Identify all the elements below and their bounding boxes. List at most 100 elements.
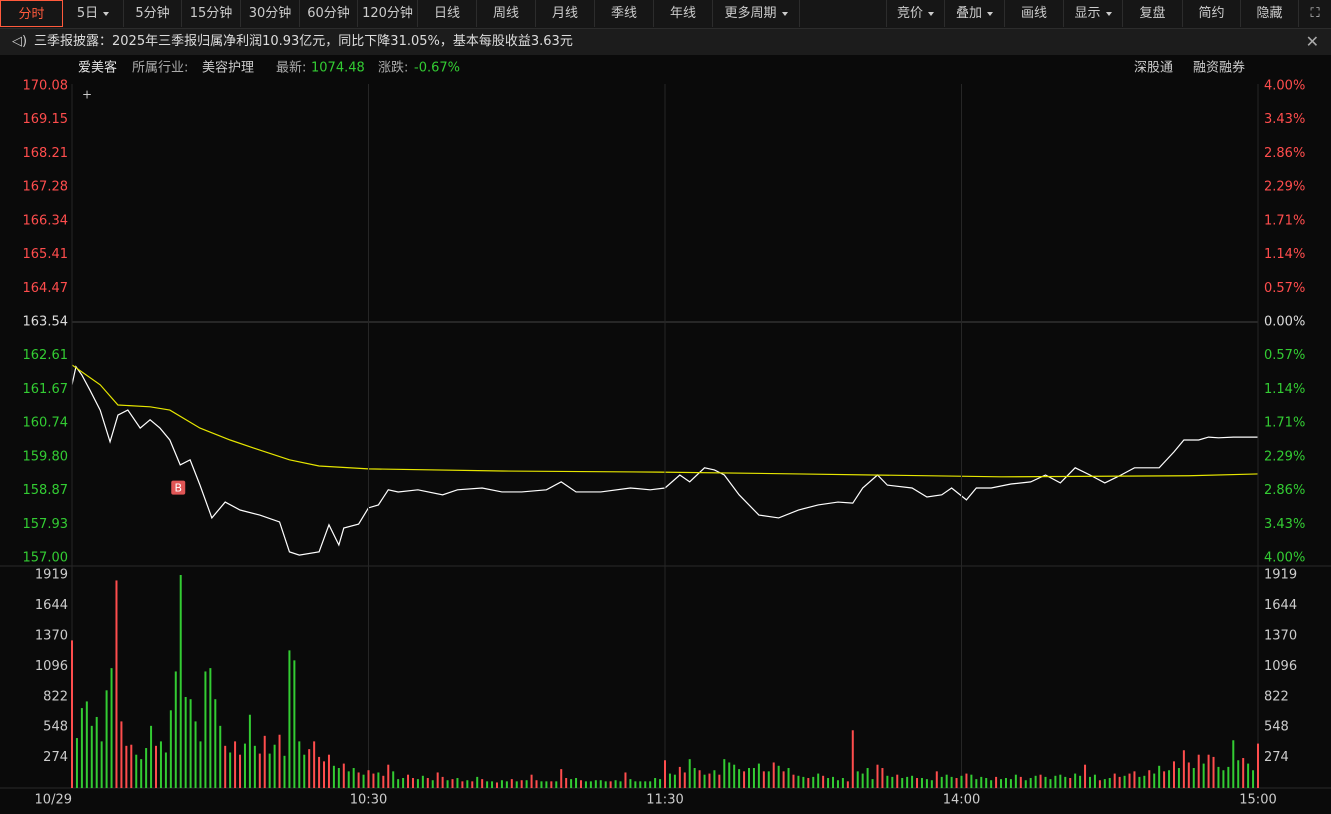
period-button[interactable]: 30分钟 [241,0,300,27]
volume-bar [639,781,642,788]
volume-bar [214,699,217,788]
volume-bar [268,753,271,788]
volume-bar [1098,780,1101,788]
change-label: 涨跌: [378,60,408,76]
volume-bar [752,768,755,788]
period-button[interactable]: 5日 [63,0,124,27]
period-button[interactable]: 月线 [536,0,595,27]
volume-bar [1079,775,1082,788]
stock-name: 爱美客 [78,60,117,76]
volume-bar [851,730,854,788]
volume-bar [298,741,301,788]
y-tick-label: 1919 [35,568,68,583]
period-button[interactable]: 15分钟 [182,0,241,27]
volume-bar [1103,779,1106,788]
tool-button[interactable]: 叠加 [945,0,1005,27]
tool-button[interactable]: 复盘 [1123,0,1183,27]
volume-bar [822,775,825,788]
volume-bar [683,772,686,788]
volume-bar [436,772,439,788]
volume-bar [738,769,741,788]
period-button[interactable]: 5分钟 [124,0,182,27]
x-tick-label: 10/29 [35,793,72,808]
y2-tick-label: 1096 [1264,659,1297,674]
volume-bar [155,745,158,788]
close-icon[interactable]: ✕ [1305,32,1319,51]
volume-bar [466,780,469,788]
y2-tick-label: 3.43% [1264,112,1305,127]
volume-bar [273,744,276,788]
period-button[interactable]: 季线 [595,0,654,27]
volume-bar [1029,778,1032,788]
volume-bar [495,782,498,788]
volume-bar [767,771,770,788]
volume-bar [224,745,227,788]
period-button[interactable]: 分时 [0,0,63,27]
volume-bar [239,754,242,788]
volume-bar [209,668,212,788]
volume-bar [313,741,316,788]
volume-bar [140,759,143,788]
volume-bar [402,778,405,788]
link[interactable]: 融资融券 [1193,60,1245,76]
volume-bar [876,764,879,788]
y-tick-label: 1644 [35,598,68,613]
last-price: 1074.48 [311,61,365,76]
link[interactable]: 深股通 [1134,61,1173,76]
tool-button[interactable]: 显示 [1064,0,1123,27]
volume-bar [1014,774,1017,788]
volume-bar [278,734,281,788]
volume-bar [130,744,133,788]
volume-bar [644,781,647,788]
volume-bar [491,781,494,788]
volume-bar [861,773,864,788]
volume-bar [555,781,558,788]
volume-bar [327,754,330,788]
volume-bar [372,773,375,788]
y2-tick-label: 0.00% [1264,315,1305,330]
tool-button[interactable]: 竞价 [886,0,945,27]
volume-bar [762,771,765,788]
volume-bar [520,780,523,788]
volume-bar [817,773,820,788]
volume-bar [1207,754,1210,788]
volume-bar [1044,776,1047,788]
volume-bar [1000,779,1003,788]
volume-bar [688,759,691,788]
y-tick-label: 164.47 [23,281,69,296]
volume-bar [145,748,148,788]
tool-button[interactable]: 隐藏 [1241,0,1299,27]
volume-bar [708,773,711,788]
period-button[interactable]: 日线 [418,0,477,27]
volume-bar [332,765,335,788]
tool-button[interactable]: 简约 [1183,0,1241,27]
y2-tick-label: 1.71% [1264,415,1305,430]
volume-bar [194,721,197,788]
volume-bar [920,778,923,788]
volume-bar [184,696,187,788]
period-button[interactable]: 120分钟 [358,0,418,27]
tool-button[interactable]: 画线 [1005,0,1064,27]
volume-bar [1197,754,1200,788]
volume-bar [698,770,701,788]
volume-bar [303,754,306,788]
volume-bar [930,780,933,788]
volume-bar [357,772,360,788]
last-label: 最新: [276,60,306,76]
period-button[interactable]: 60分钟 [300,0,358,27]
volume-bar [1232,740,1235,788]
fullscreen-icon[interactable]: ⛶ [1310,6,1320,21]
volume-bar [110,668,113,788]
volume-bar [1212,756,1215,788]
volume-bar [634,781,637,788]
period-button[interactable]: 更多周期 [713,0,800,27]
period-button[interactable]: 年线 [654,0,713,27]
volume-bar [135,754,138,788]
y2-tick-label: 4.00% [1264,551,1305,566]
volume-bar [545,781,548,788]
volume-bar [589,781,592,788]
y2-tick-label: 0.57% [1264,348,1305,363]
volume-bar [1182,750,1185,788]
period-button[interactable]: 周线 [477,0,536,27]
volume-bar [1128,773,1131,788]
